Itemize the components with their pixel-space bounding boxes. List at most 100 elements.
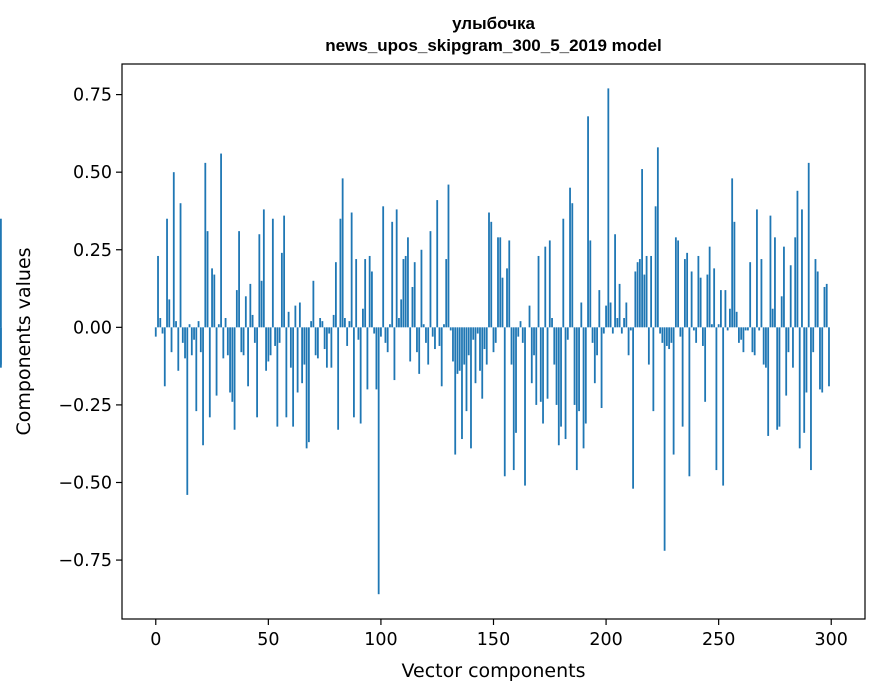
bar-289: [805, 327, 808, 393]
bar-260: [740, 327, 743, 340]
bar-276: [776, 327, 779, 430]
bar-110: [402, 259, 405, 328]
bar-undefined: [0, 218, 2, 328]
bar-145: [481, 327, 484, 399]
bar-155: [503, 327, 506, 477]
bar-9: [175, 321, 177, 328]
bar-124: [434, 327, 436, 350]
bar-23: [206, 231, 209, 328]
bar-98: [375, 327, 378, 390]
bar-133: [454, 327, 457, 455]
bar-55: [278, 327, 281, 343]
bar-137: [463, 327, 466, 365]
bar-228: [668, 327, 671, 350]
bar-256: [731, 178, 734, 328]
bar-108: [398, 318, 400, 328]
bar-190: [582, 327, 585, 449]
bar-87: [350, 212, 353, 328]
bar-174: [546, 327, 549, 399]
bar-231: [674, 237, 677, 328]
bar-189: [580, 302, 583, 328]
bar-80: [334, 262, 337, 328]
bar-229: [670, 327, 673, 343]
bar-76: [325, 327, 328, 368]
bar-37: [238, 231, 240, 328]
bar-150: [492, 327, 495, 353]
bar-128: [443, 324, 445, 328]
bar-219: [647, 327, 650, 365]
bar-273: [769, 215, 772, 328]
bar-140: [470, 327, 472, 449]
bar-284: [794, 237, 797, 328]
bar-236: [686, 252, 689, 328]
bar-234: [681, 327, 684, 427]
bar-264: [749, 262, 752, 328]
bar-105: [391, 221, 394, 328]
bar-15: [188, 324, 191, 328]
bar-18: [195, 327, 198, 412]
bar-293: [814, 259, 817, 328]
bar-265: [751, 327, 754, 353]
bar-249: [715, 327, 718, 471]
bar-175: [548, 240, 551, 328]
bar-75: [323, 327, 326, 350]
bar-246: [708, 246, 711, 328]
bar-10: [177, 327, 180, 371]
bar-19: [197, 321, 200, 328]
bar-6: [168, 299, 171, 328]
bar-40: [244, 296, 247, 328]
bar-263: [747, 327, 749, 331]
chart-title-line2: news_upos_skipgram_300_5_2019 model: [325, 36, 661, 55]
bar-61: [292, 327, 295, 427]
bar-120: [425, 327, 427, 343]
bar-259: [738, 327, 740, 343]
bar-72: [316, 327, 319, 359]
bar-298: [825, 283, 828, 328]
bar-107: [395, 209, 398, 328]
bar-34: [231, 327, 234, 402]
bar-94: [366, 327, 369, 390]
bar-47: [260, 280, 263, 328]
bar-60: [289, 327, 292, 368]
bar-196: [596, 327, 598, 356]
bar-50: [267, 327, 270, 362]
bar-35: [233, 327, 236, 430]
bar-277: [778, 327, 781, 427]
bar-172: [542, 327, 544, 424]
bar-275: [774, 237, 776, 328]
bar-36: [235, 290, 238, 328]
bar-287: [801, 209, 803, 328]
x-tick-label: 100: [364, 630, 397, 650]
bar-171: [539, 327, 542, 402]
bar-237: [688, 327, 691, 477]
bar-180: [560, 327, 562, 427]
bar-158: [510, 327, 513, 365]
bar-286: [798, 327, 801, 449]
bar-224: [659, 327, 662, 334]
bar-28: [217, 324, 220, 328]
bar-82: [339, 218, 342, 328]
y-tick-label: 0.75: [73, 86, 112, 106]
bar-213: [634, 271, 637, 328]
bar-299: [828, 327, 830, 387]
bar-undefined: [0, 327, 2, 368]
bar-296: [821, 327, 824, 393]
bar-90: [357, 327, 360, 340]
bar-167: [530, 327, 533, 384]
bar-125: [436, 200, 439, 328]
bar-156: [506, 268, 508, 328]
bar-185: [571, 203, 574, 328]
bar-92: [362, 308, 364, 328]
bar-106: [393, 327, 396, 381]
bar-135: [458, 327, 461, 371]
bar-198: [600, 327, 603, 409]
bar-257: [733, 221, 736, 328]
x-tick-label: 250: [702, 630, 735, 650]
bar-42: [249, 283, 252, 328]
bar-69: [310, 321, 313, 328]
bar-103: [386, 327, 389, 353]
bar-226: [663, 327, 666, 551]
bar-1: [157, 255, 159, 328]
